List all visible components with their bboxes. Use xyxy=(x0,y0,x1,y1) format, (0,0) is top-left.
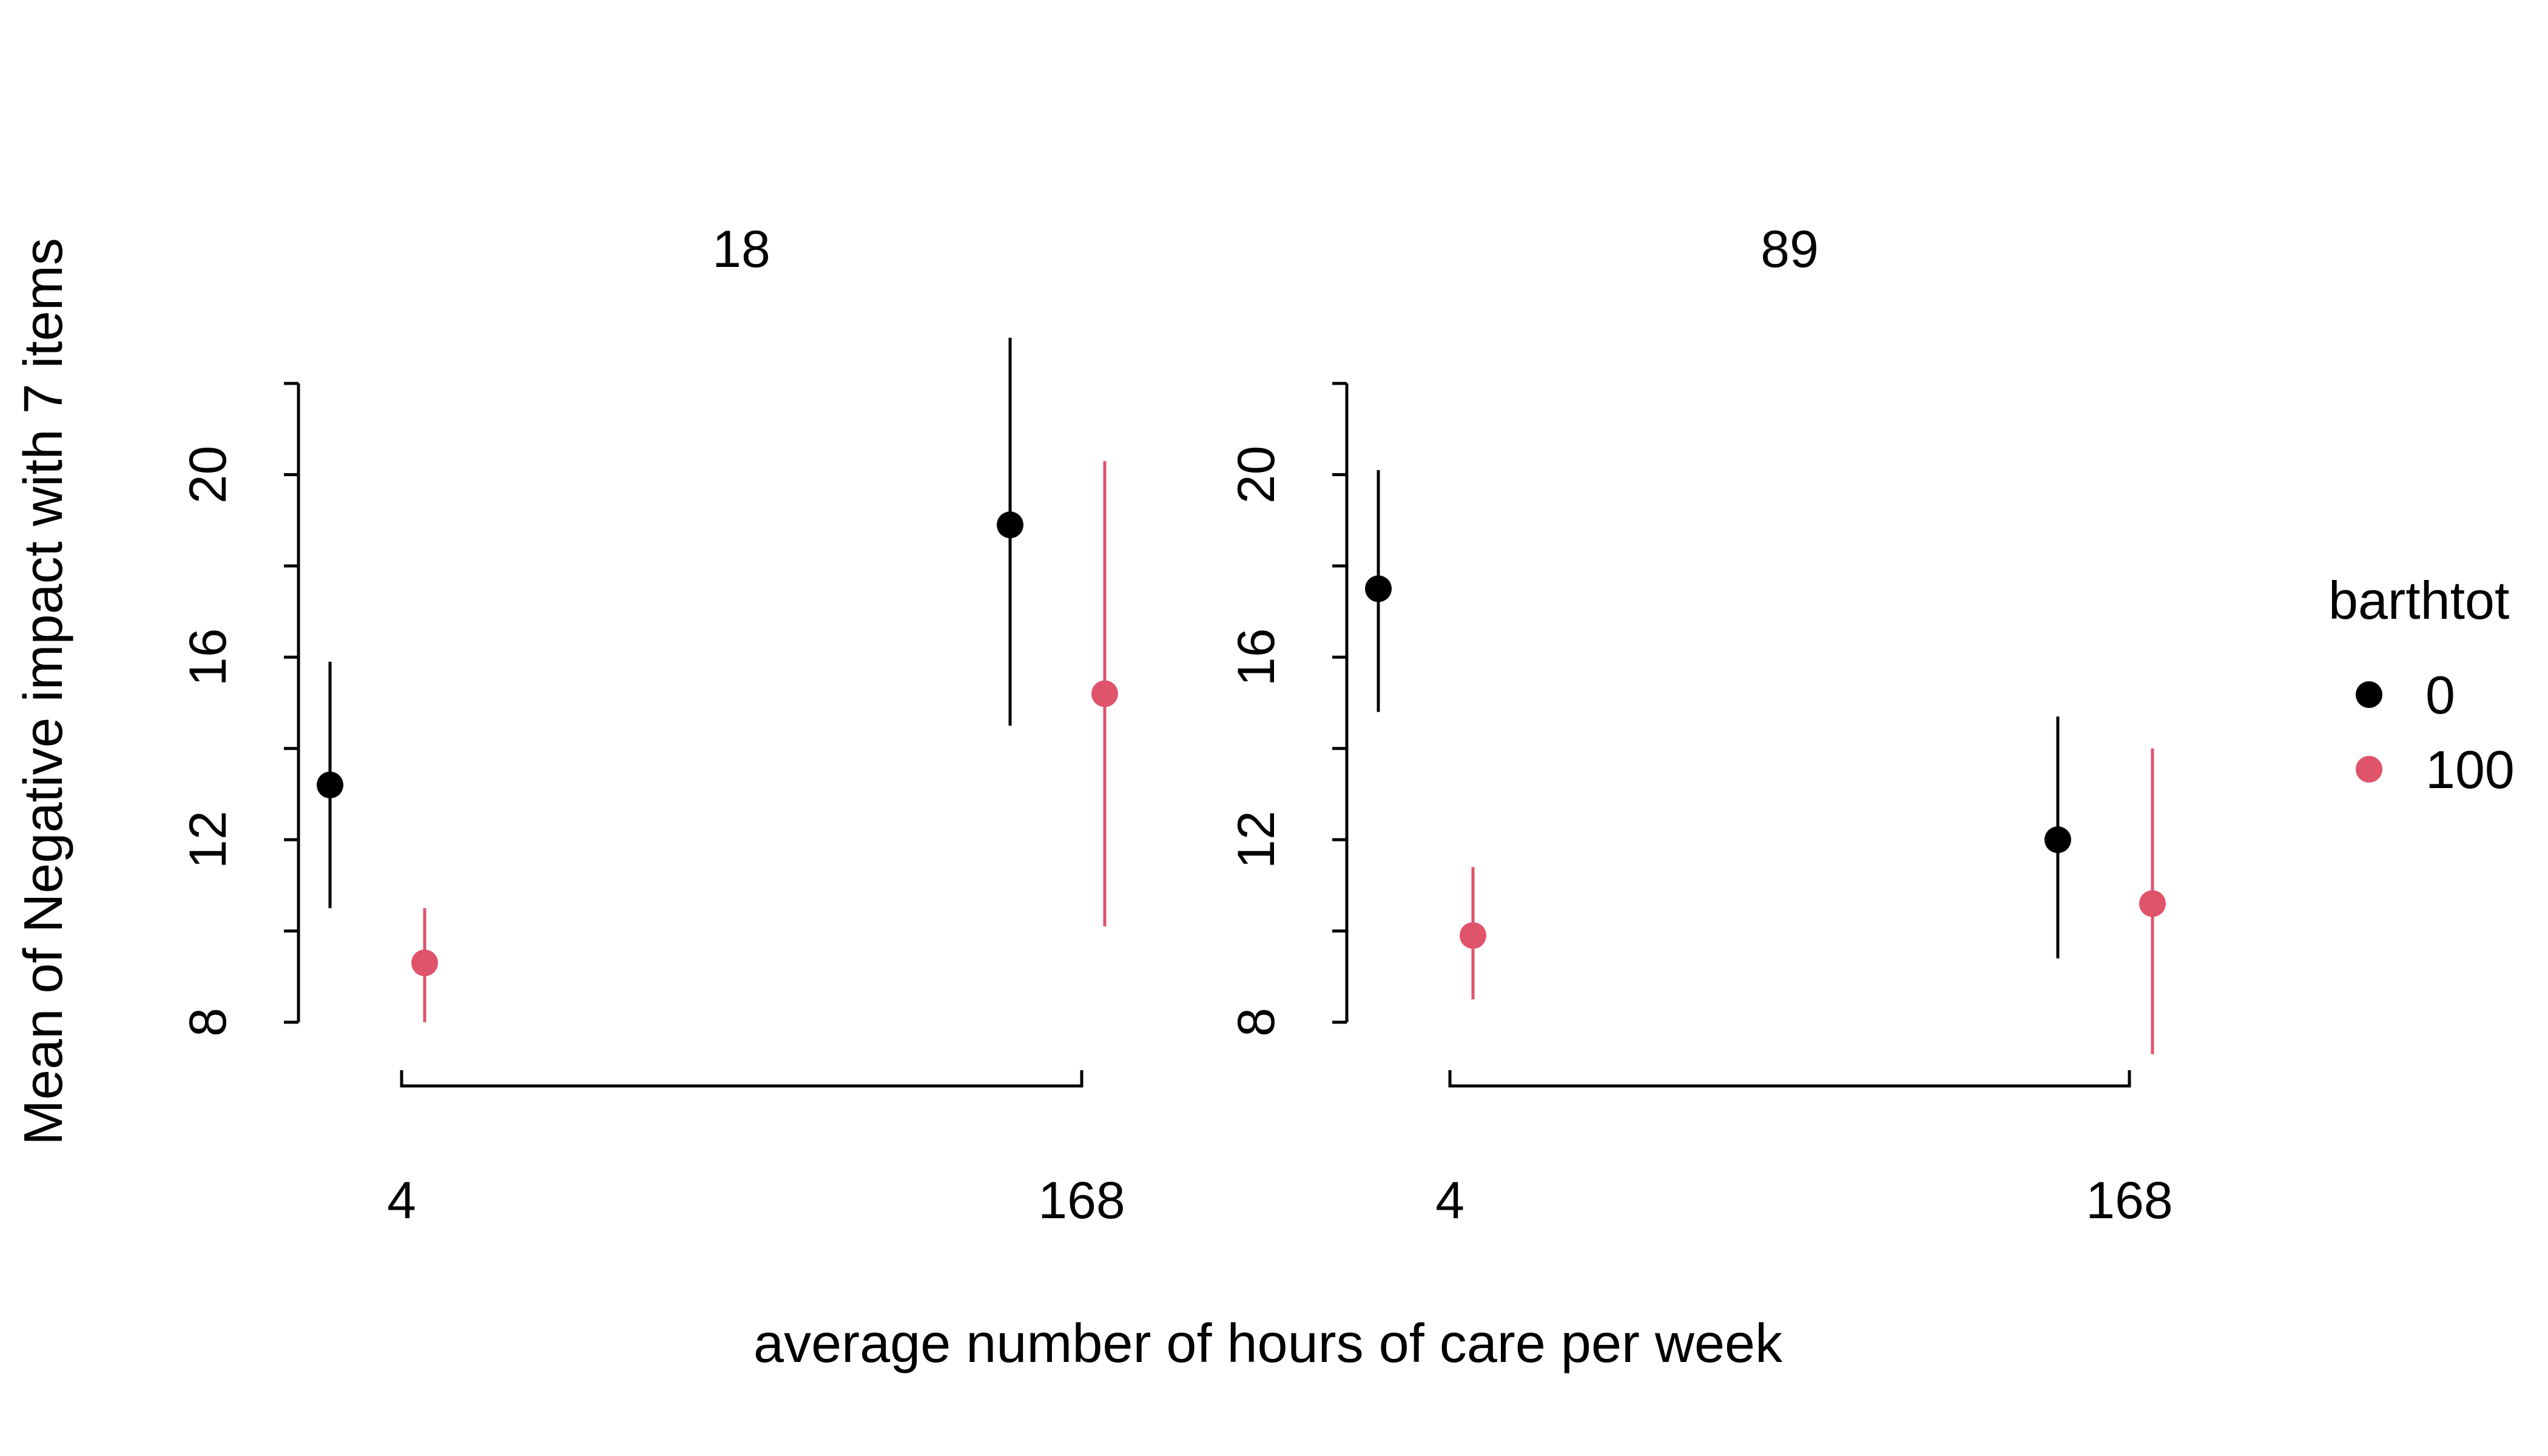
y-tick-label: 16 xyxy=(1227,628,1286,686)
y-tick-label: 20 xyxy=(179,446,237,504)
x-axis-bracket-panel-1 xyxy=(400,1070,1084,1088)
data-point-series-100 xyxy=(1091,680,1118,707)
data-point-series-0 xyxy=(997,511,1023,539)
y-tick-label: 8 xyxy=(1227,1008,1286,1037)
x-tick-label: 4 xyxy=(1435,1171,1464,1230)
x-tick-label: 4 xyxy=(387,1171,416,1230)
axes-layer xyxy=(284,382,2131,1088)
panel-title-18: 18 xyxy=(712,220,770,278)
data-point-series-0 xyxy=(317,771,343,798)
x-tick-label: 168 xyxy=(1038,1171,1125,1230)
y-tick-label: 16 xyxy=(179,628,237,686)
data-point-series-100 xyxy=(2139,890,2166,917)
x-axis-bracket-panel-2 xyxy=(1448,1070,2131,1088)
legend-label-0: 0 xyxy=(2425,665,2455,725)
x-tick-label: 168 xyxy=(2086,1171,2173,1230)
panel-title-89: 89 xyxy=(1761,220,1819,278)
y-axis-title: Mean of Negative impact with 7 items xyxy=(13,238,74,1145)
legend-marker-100 xyxy=(2356,756,2382,783)
legend-title: barthtot xyxy=(2328,570,2509,630)
marks-layer xyxy=(317,337,2166,1054)
y-tick-label: 12 xyxy=(1227,811,1286,869)
legend-marker-0 xyxy=(2356,681,2382,708)
data-point-series-100 xyxy=(1460,922,1486,949)
data-point-series-0 xyxy=(2044,826,2071,854)
y-tick-label: 12 xyxy=(179,811,237,869)
y-tick-label: 20 xyxy=(1227,446,1286,504)
x-axis-title: average number of hours of care per week xyxy=(753,1313,1783,1374)
text-layer: Mean of Negative impact with 7 items ave… xyxy=(13,220,2509,1374)
legend-label-100: 100 xyxy=(2425,740,2515,800)
data-point-series-100 xyxy=(411,949,438,977)
y-tick-label: 8 xyxy=(179,1008,237,1037)
data-point-series-0 xyxy=(1365,575,1392,602)
